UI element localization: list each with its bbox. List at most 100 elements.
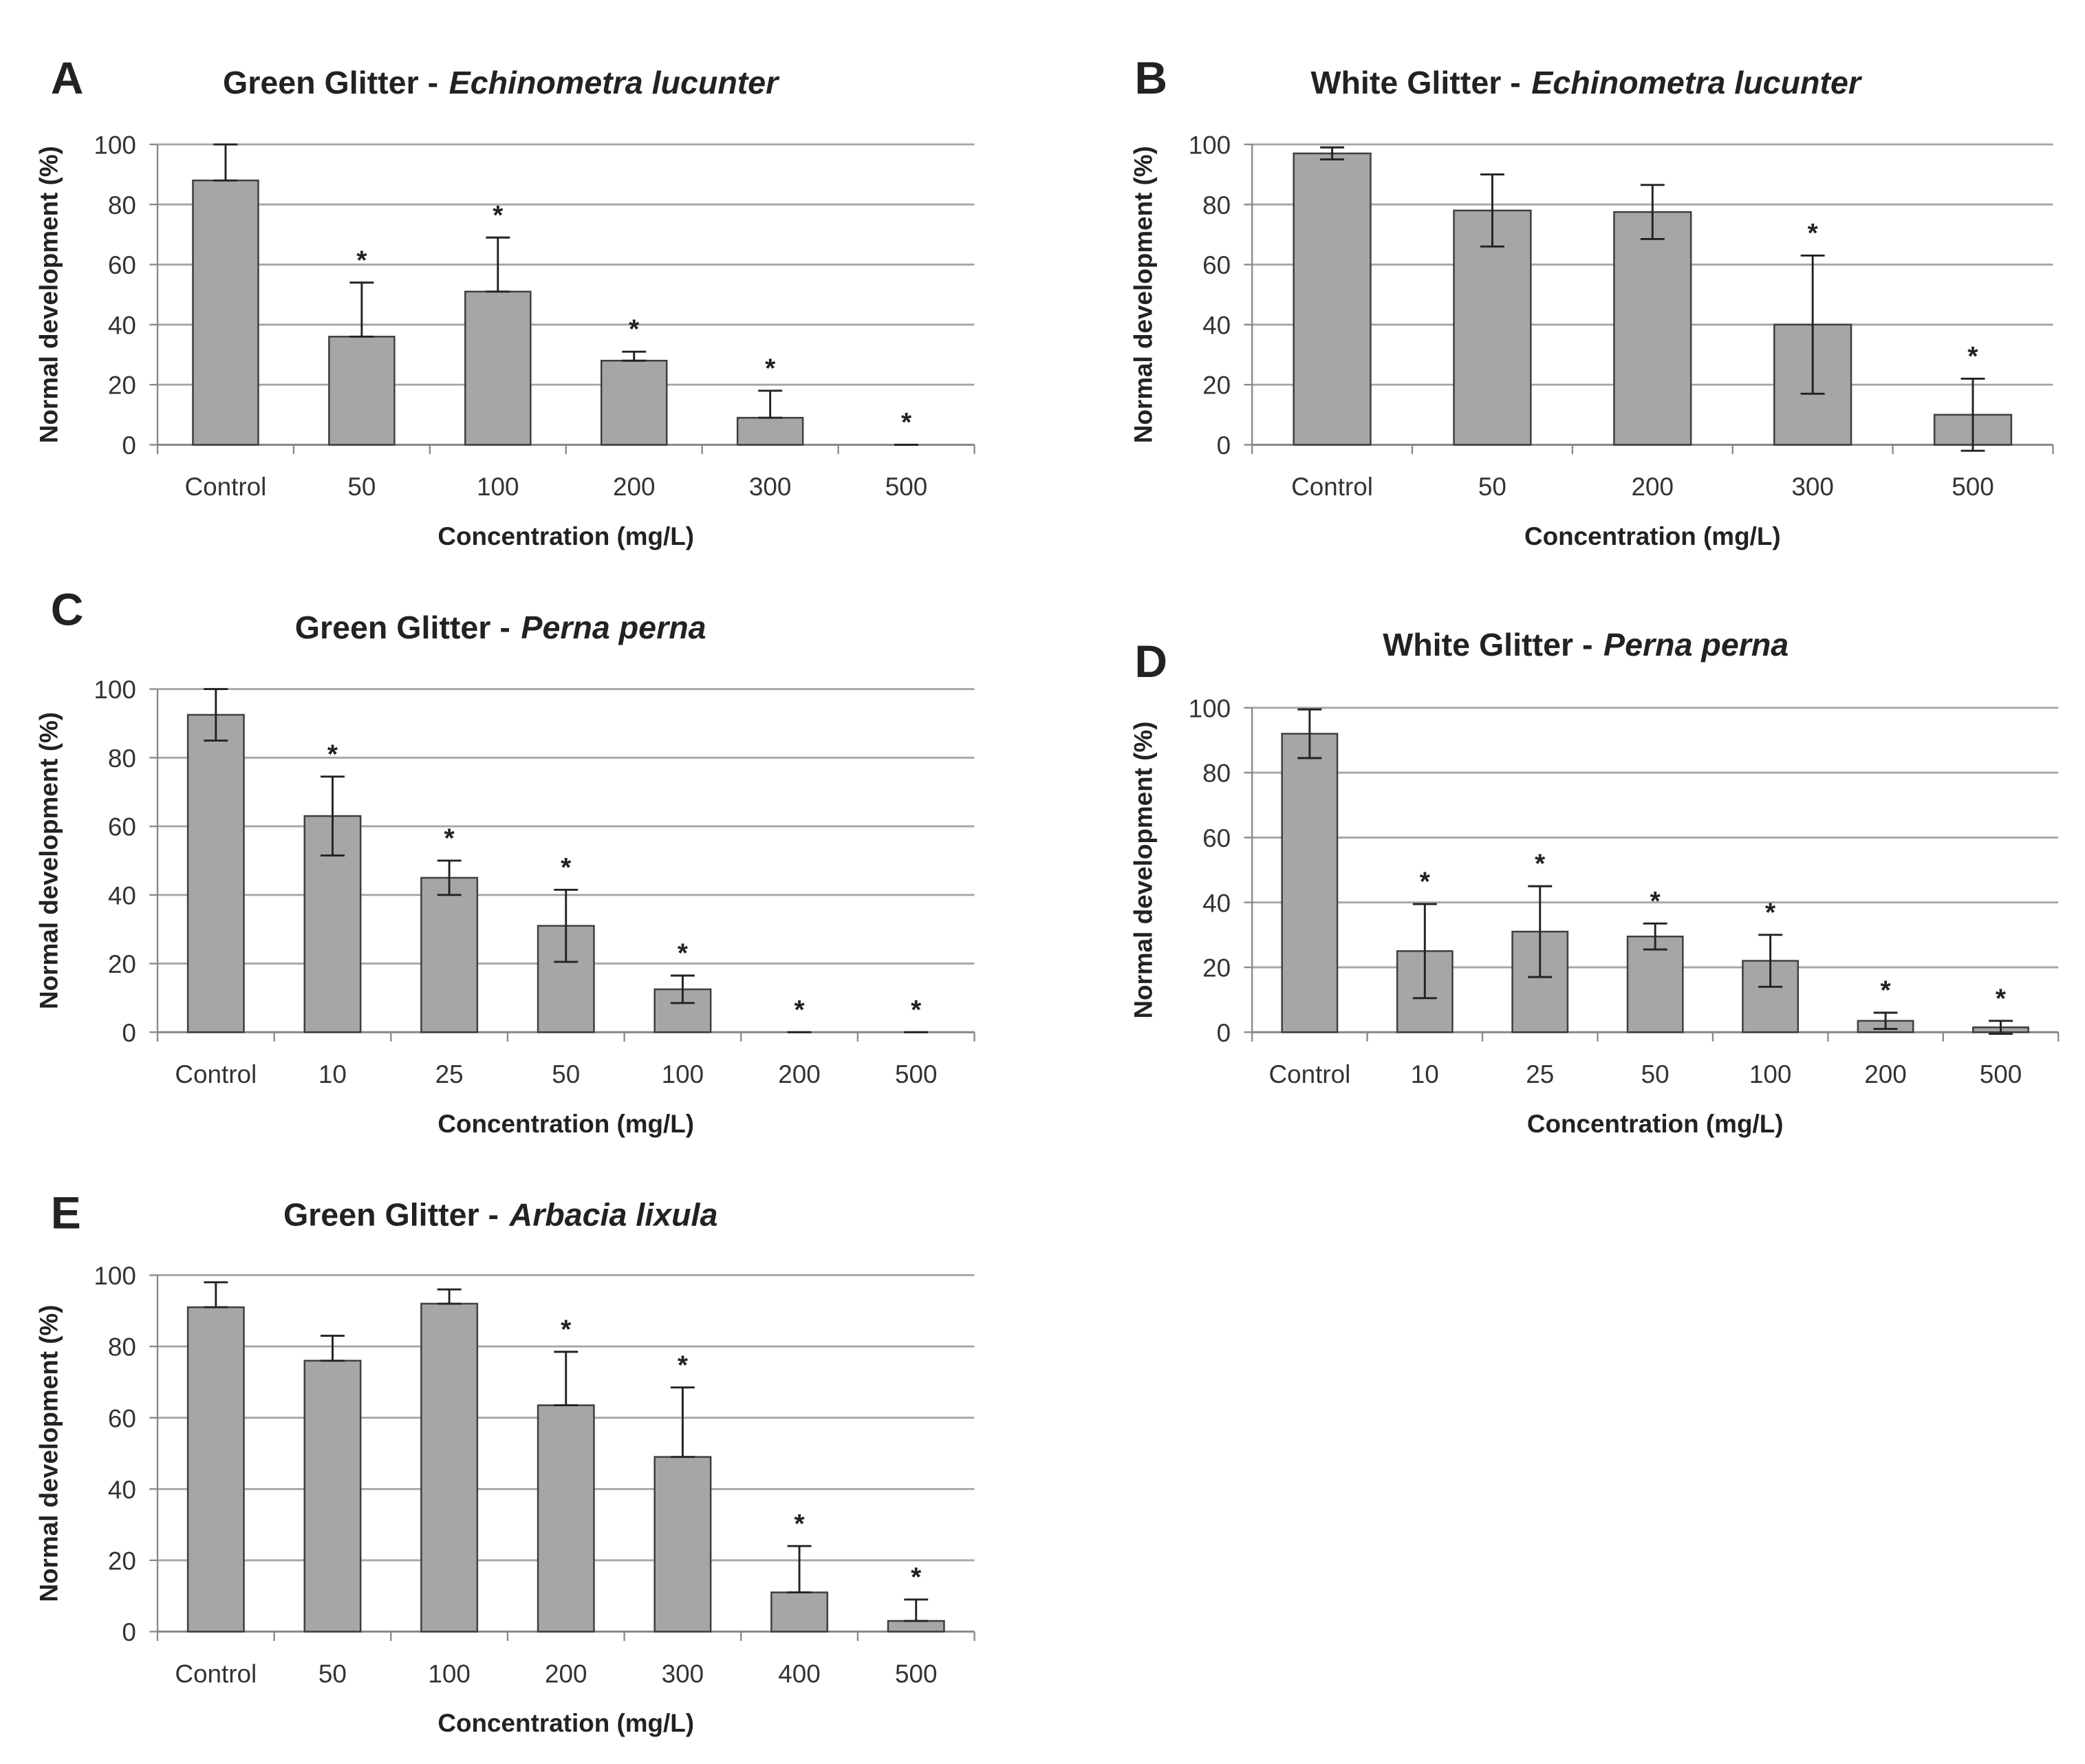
y-tick-label: 20	[1202, 372, 1231, 400]
chart-title: Green Glitter - Echinometra lucunter	[223, 65, 780, 100]
significance-marker: *	[444, 824, 455, 854]
significance-marker: *	[911, 1563, 922, 1593]
y-tick-label: 60	[108, 813, 136, 841]
y-tick-label: 0	[122, 431, 136, 460]
y-tick-label: 40	[108, 881, 136, 910]
y-tick-label: 80	[108, 1333, 136, 1362]
y-tick-label: 60	[1202, 251, 1231, 279]
bar	[1453, 209, 1532, 446]
y-axis-title: Normal development (%)	[34, 712, 63, 1009]
title-text: Green Glitter -	[223, 65, 438, 100]
x-tick-label: 50	[1641, 1060, 1670, 1088]
x-tick-label: 100	[428, 1659, 471, 1688]
x-tick-label: 500	[895, 1060, 937, 1088]
x-tick-label: 200	[613, 473, 656, 501]
error-bar	[320, 1335, 345, 1362]
error-bar	[1412, 903, 1437, 1000]
y-tick-label: 40	[108, 311, 136, 339]
significance-marker: *	[911, 996, 922, 1025]
x-tick-label: 300	[1791, 473, 1834, 501]
y-tick-label: 40	[108, 1476, 136, 1504]
y-axis-title: Normal development (%)	[1130, 146, 1158, 443]
y-tick-label: 80	[1202, 760, 1231, 788]
error-bar	[213, 143, 238, 182]
y-tick-label: 40	[1202, 889, 1231, 917]
title-species: Perna perna	[1603, 627, 1789, 663]
panel-letter: E	[51, 1187, 81, 1238]
significance-marker: *	[795, 1509, 806, 1539]
error-bar	[1480, 173, 1504, 248]
significance-marker: *	[901, 408, 912, 438]
panel-letter: A	[51, 52, 84, 103]
y-tick-label: 80	[108, 191, 136, 219]
y-tick-label: 100	[94, 1262, 136, 1290]
bar	[1281, 733, 1339, 1033]
error-bar	[1297, 708, 1322, 760]
x-tick-label: 400	[778, 1659, 821, 1688]
significance-marker: *	[1996, 984, 2007, 1013]
error-bar	[1640, 184, 1665, 240]
title-species: Perna perna	[521, 610, 706, 645]
error-bar	[1758, 934, 1783, 988]
y-tick-label: 20	[108, 950, 136, 978]
bar	[328, 336, 396, 446]
y-axis-title: Normal development (%)	[34, 146, 63, 443]
y-tick-label: 60	[108, 251, 136, 279]
x-tick-label: 500	[1952, 473, 1994, 501]
x-tick-label: 200	[1864, 1060, 1907, 1088]
bar	[303, 1359, 362, 1633]
bar	[600, 359, 668, 446]
error-bar	[622, 350, 647, 362]
bar	[186, 713, 245, 1033]
error-bar	[437, 1288, 462, 1305]
bar	[887, 1620, 945, 1633]
title-text: White Glitter -	[1383, 627, 1592, 663]
significance-marker: *	[1880, 976, 1891, 1006]
bar	[1613, 211, 1692, 446]
bar	[1626, 935, 1684, 1033]
error-bar	[904, 1598, 929, 1622]
significance-marker: *	[1535, 850, 1546, 879]
significance-marker: *	[678, 1351, 689, 1380]
error-bar	[1800, 254, 1825, 395]
significance-marker: *	[678, 939, 689, 969]
bar	[1293, 152, 1372, 446]
y-tick-label: 0	[1217, 431, 1231, 460]
significance-marker: *	[1650, 887, 1661, 916]
significance-marker: *	[561, 1315, 572, 1344]
panel-letter: B	[1134, 52, 1167, 103]
error-bar	[204, 688, 228, 742]
significance-marker: *	[1967, 342, 1978, 372]
panel-letter: C	[51, 583, 84, 634]
bar	[537, 1404, 595, 1633]
x-tick-label: 200	[545, 1659, 587, 1688]
x-axis-title: Concentration (mg/L)	[437, 1709, 694, 1737]
x-tick-label: Control	[185, 473, 267, 501]
error-bar	[1873, 1011, 1898, 1031]
chart-title: Green Glitter - Perna perna	[295, 610, 706, 645]
x-tick-label: 100	[477, 473, 519, 501]
x-tick-label: Control	[175, 1060, 257, 1088]
error-bar	[486, 236, 510, 293]
bar	[186, 1306, 245, 1633]
error-bar	[1320, 146, 1345, 161]
significance-marker: *	[327, 740, 338, 769]
x-tick-label: 300	[749, 473, 792, 501]
bar	[420, 1302, 479, 1633]
bar	[653, 1456, 712, 1633]
bar	[464, 290, 532, 446]
panel-letter: D	[1134, 636, 1167, 687]
x-tick-label: Control	[175, 1659, 257, 1688]
error-bar	[758, 389, 783, 419]
error-bar	[554, 888, 579, 963]
error-bar	[554, 1351, 579, 1407]
y-tick-label: 0	[1217, 1019, 1231, 1047]
error-bar	[787, 1545, 812, 1594]
title-species: Echinometra lucunter	[449, 65, 781, 100]
chart-title: White Glitter - Echinometra lucunter	[1311, 65, 1863, 100]
significance-marker: *	[765, 354, 776, 384]
y-tick-label: 20	[1202, 954, 1231, 982]
title-text: Green Glitter -	[295, 610, 510, 645]
significance-marker: *	[1765, 898, 1776, 927]
